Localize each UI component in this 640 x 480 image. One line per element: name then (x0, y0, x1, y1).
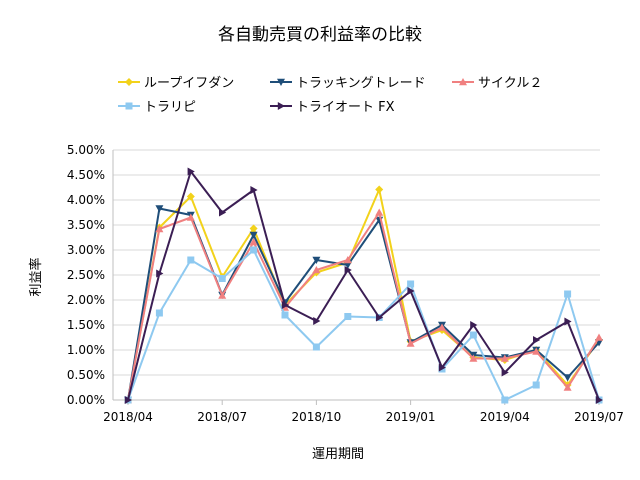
data-point (564, 290, 572, 298)
y-tick-label: 2.00% (67, 293, 105, 307)
x-axis-ticks: 2018/04 2018/07 2018/10 2019/01 2019/04 2019/… (103, 400, 624, 424)
data-point (407, 287, 415, 295)
y-tick-label: 4.50% (67, 168, 105, 182)
data-point (532, 381, 540, 389)
legend-marker (277, 78, 285, 86)
legend-marker (125, 102, 133, 110)
x-tick-label: 2018/10 (291, 410, 341, 424)
data-point (249, 238, 258, 246)
y-tick-label: 1.00% (67, 343, 105, 357)
legend-label: トライオート FX (296, 100, 395, 115)
data-point (155, 205, 164, 213)
series-3 (124, 208, 603, 404)
data-point (187, 256, 195, 264)
legend-item: サイクル２ (452, 76, 542, 91)
x-tick-label: 2019/04 (480, 410, 530, 424)
axes (112, 150, 600, 401)
legend-label: トラッキングトレード (296, 76, 426, 91)
series-line (127, 211, 600, 401)
x-tick-label: 2019/07 (574, 410, 624, 424)
legend-label: トラリピ (144, 100, 196, 115)
data-point (343, 256, 352, 264)
series-line (127, 170, 600, 401)
data-point (469, 331, 477, 339)
data-point (532, 347, 541, 355)
data-point (312, 256, 321, 264)
series-group (124, 167, 603, 404)
data-point (438, 363, 446, 372)
legend-item: トラリピ (118, 100, 196, 115)
chart-title: 各自動売買の利益率の比較 (218, 25, 422, 45)
y-tick-label: 5.00% (67, 143, 105, 157)
data-point (249, 231, 258, 239)
data-point (281, 311, 289, 319)
data-point (563, 374, 572, 382)
data-point (533, 336, 541, 344)
series-5 (124, 167, 603, 404)
data-point (219, 208, 227, 217)
x-axis-label: 運用期間 (312, 447, 364, 462)
data-point (124, 396, 132, 404)
data-point (155, 309, 163, 317)
data-point (249, 224, 258, 233)
data-point (186, 213, 195, 221)
y-tick-label: 3.00% (67, 243, 105, 257)
data-point (595, 396, 603, 404)
y-tick-label: 3.50% (67, 218, 105, 232)
legend-marker (277, 102, 285, 110)
y-axis-ticks: 0.00% 0.50% 1.00% 1.50% 2.00% 2.50% 3.00% 3.50%… (67, 143, 105, 407)
data-point (187, 167, 195, 176)
y-tick-label: 0.00% (67, 393, 105, 407)
data-point (375, 185, 384, 194)
data-point (312, 343, 320, 351)
legend-item: トライオート FX (270, 100, 395, 115)
legend-marker (125, 78, 133, 86)
data-point (343, 261, 352, 269)
x-tick-label: 2018/07 (197, 410, 247, 424)
data-point (312, 266, 321, 274)
legend-item: トラッキングトレード (270, 76, 426, 91)
x-tick-label: 2018/04 (103, 410, 153, 424)
data-point (155, 225, 164, 233)
data-point (218, 275, 226, 282)
data-point (156, 269, 164, 278)
data-point (564, 317, 572, 326)
data-point (470, 321, 478, 329)
legend-marker (459, 78, 467, 86)
data-point (281, 301, 289, 309)
y-axis-label: 利益率 (28, 257, 44, 296)
data-point (563, 383, 572, 391)
data-point (250, 246, 258, 254)
legend-item: ループイフダン (118, 76, 234, 91)
legend-label: ループイフダン (144, 76, 234, 91)
y-tick-label: 4.00% (67, 193, 105, 207)
data-point (501, 368, 509, 377)
data-point (595, 333, 603, 341)
data-point (250, 186, 258, 194)
data-point (406, 339, 415, 347)
data-point (438, 323, 446, 331)
data-point (344, 313, 352, 320)
y-tick-label: 2.50% (67, 268, 105, 282)
data-point (376, 313, 384, 322)
data-point (407, 280, 415, 288)
legend: ループイフダン トラッキングトレード サイクル２ トラリピ トライオート FX (118, 76, 542, 115)
y-tick-label: 1.50% (67, 318, 105, 332)
data-point (344, 266, 352, 274)
legend-label: サイクル２ (478, 76, 542, 91)
data-point (501, 396, 509, 404)
x-tick-label: 2019/01 (386, 410, 436, 424)
data-point (186, 192, 195, 201)
data-point (375, 208, 384, 216)
data-point (218, 291, 227, 299)
data-point (313, 317, 321, 325)
data-point (500, 354, 509, 362)
y-tick-label: 0.50% (67, 368, 105, 382)
series-line (127, 249, 600, 401)
data-point (469, 354, 478, 362)
